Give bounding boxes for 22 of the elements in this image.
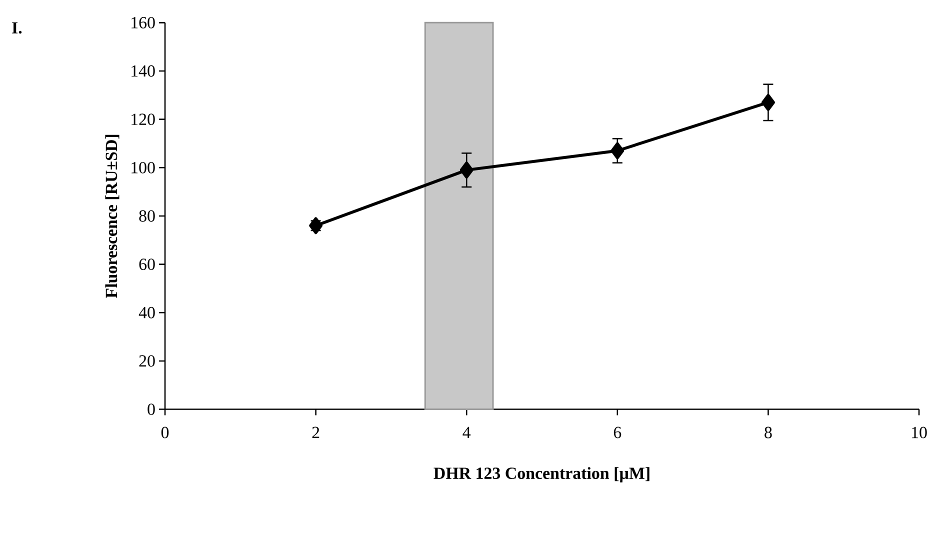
y-axis-title: Fluorescence [RU±SD] <box>105 134 120 298</box>
y-tick-label: 100 <box>132 162 155 174</box>
y-tick-label: 140 <box>132 65 155 77</box>
point <box>610 142 624 160</box>
point <box>761 94 775 111</box>
y-tick-label: 0 <box>148 404 155 416</box>
x-tick-label: 6 <box>614 426 622 438</box>
x-tick-label: 10 <box>912 426 927 438</box>
y-tick-label: 40 <box>138 306 155 318</box>
y-tick-label: 60 <box>139 258 155 270</box>
point <box>460 162 474 179</box>
x-tick-label: 4 <box>462 426 471 438</box>
y-tick-label: 80 <box>139 210 155 222</box>
x-tick-label: 8 <box>764 426 772 438</box>
point <box>309 217 323 234</box>
y-tick-label: 20 <box>139 355 155 367</box>
text: I. <box>12 22 22 34</box>
x-tick-label: 2 <box>312 426 320 438</box>
y-tick-label: 160 <box>132 16 155 28</box>
y-tick-label: 120 <box>132 114 155 126</box>
x-tick-label: 0 <box>161 426 169 438</box>
x-axis-title: DHR 123 Concentration [µM] <box>434 467 650 482</box>
